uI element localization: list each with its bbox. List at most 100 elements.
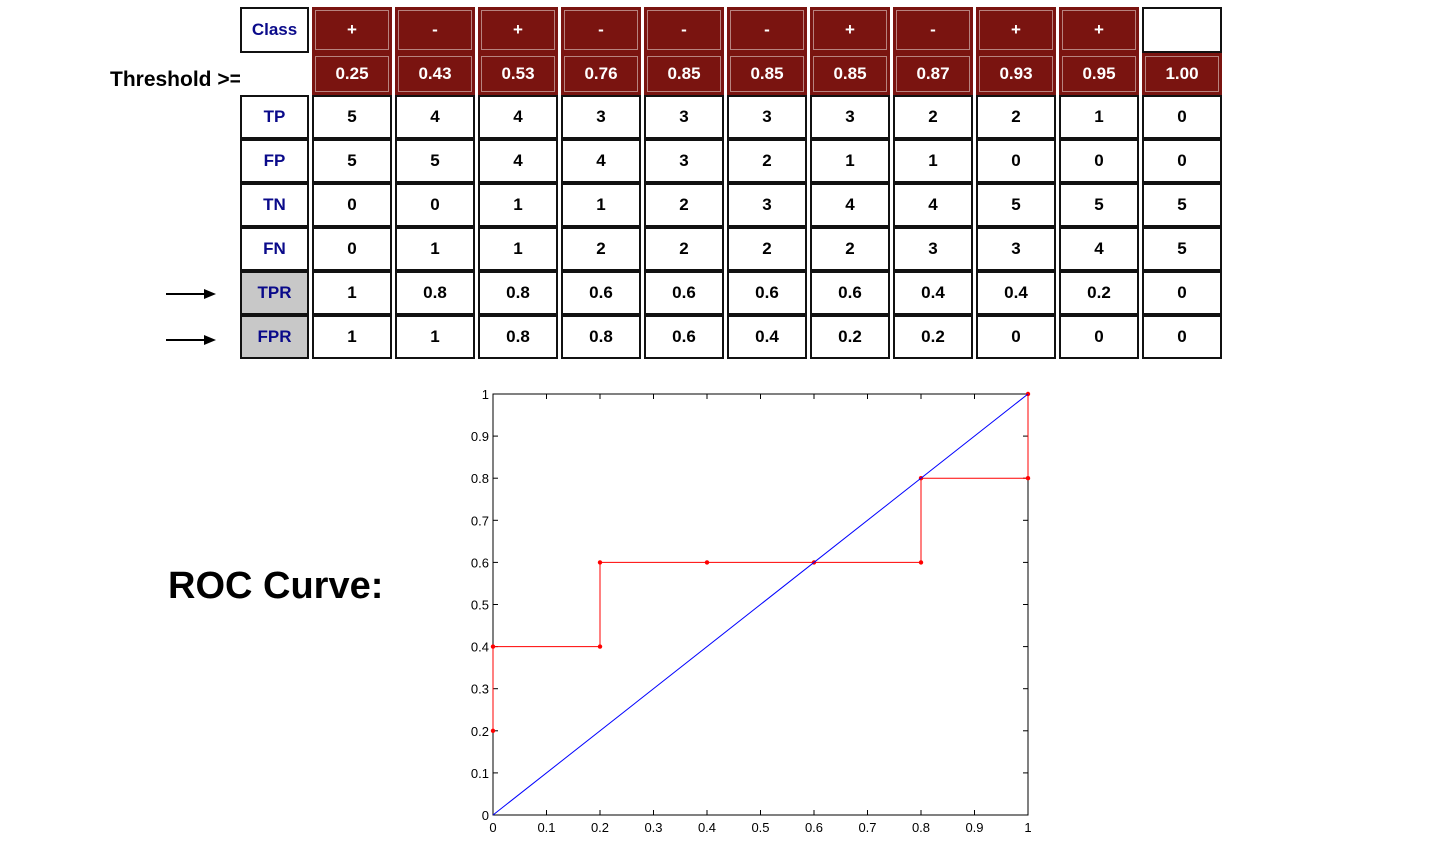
y-tick-label: 0.8 [471, 471, 489, 486]
table-cell: 1 [810, 139, 890, 183]
row-label-tpr: TPR [240, 271, 309, 315]
table-cell: 0.2 [893, 315, 973, 359]
table-row: TPR 1 0.8 0.8 0.6 0.6 0.6 0.6 0.4 0.4 0.2 0 [240, 271, 1222, 315]
confusion-table: Class + - + - - - + - + +0.25 0.43 0.53 0.76 0.85 0.85 0… [237, 7, 1225, 359]
series-line-0 [492, 394, 1029, 731]
data-point [704, 560, 710, 565]
table-cell: 4 [478, 95, 558, 139]
class-row: Class + - + - - - + - + + [240, 7, 1222, 53]
table-cell: 5 [395, 139, 475, 183]
table-cell: 2 [727, 227, 807, 271]
row-label-fp: FP [240, 139, 309, 183]
table-cell: 0 [1142, 95, 1222, 139]
table-cell: 0.8 [478, 315, 558, 359]
class-cell: + [976, 7, 1056, 53]
tpr-arrow-icon [166, 289, 216, 299]
table-cell: 0 [1059, 315, 1139, 359]
y-tick-label: 0.5 [471, 598, 489, 613]
table-cell: 2 [976, 95, 1056, 139]
table-cell: 1 [478, 227, 558, 271]
table-row: TN 0 0 1 1 2 3 4 4 5 5 5 [240, 183, 1222, 227]
table-cell: 4 [561, 139, 641, 183]
x-tick-label: 0.3 [644, 820, 662, 835]
x-tick-label: 0.9 [965, 820, 983, 835]
y-tick-label: 0.3 [471, 682, 489, 697]
table-cell: 4 [810, 183, 890, 227]
class-cell: - [644, 7, 724, 53]
table-row: FN 0 1 1 2 2 2 2 3 3 4 5 [240, 227, 1222, 271]
table-cell: 5 [312, 95, 392, 139]
threshold-cell: 0.53 [478, 53, 558, 95]
table-cell: 4 [478, 139, 558, 183]
x-tick-label: 0.2 [591, 820, 609, 835]
class-cell: - [395, 7, 475, 53]
x-tick-label: 0 [489, 820, 496, 835]
table-row: FPR 1 1 0.8 0.8 0.6 0.4 0.2 0.2 0 0 0 [240, 315, 1222, 359]
x-tick-label: 1 [1024, 820, 1031, 835]
y-tick-label: 1 [482, 387, 489, 402]
table-cell: 1 [893, 139, 973, 183]
table-cell: 5 [1142, 183, 1222, 227]
fpr-arrow-icon [166, 335, 216, 345]
threshold-cell: 0.85 [810, 53, 890, 95]
table-cell: 0.4 [727, 315, 807, 359]
roc-chart: 0 0.1 0.2 0.3 0.4 0.5 0.6 0.7 0.8 0.9 1 0 0.1 0.2 0.3 0… [471, 387, 1032, 835]
row-label-fn: FN [240, 227, 309, 271]
y-tick-label: 0.9 [471, 429, 489, 444]
x-tick-label: 0.6 [805, 820, 823, 835]
table-cell: 0.2 [810, 315, 890, 359]
table-cell: 3 [727, 95, 807, 139]
table-cell: 0 [976, 139, 1056, 183]
threshold-label: Threshold >= [110, 68, 242, 91]
y-tick-label: 0 [482, 808, 489, 823]
table-cell: 0 [1142, 139, 1222, 183]
table-cell: 2 [810, 227, 890, 271]
table-cell: 0 [1059, 139, 1139, 183]
data-point [1025, 476, 1031, 481]
table-cell: 4 [395, 95, 475, 139]
threshold-cell: 0.25 [312, 53, 392, 95]
class-cell: + [312, 7, 392, 53]
table-cell: 0 [395, 183, 475, 227]
table-cell: 0.2 [1059, 271, 1139, 315]
data-point [490, 644, 496, 649]
data-point [597, 560, 603, 565]
y-tick-label: 0.6 [471, 555, 489, 570]
data-point [597, 644, 603, 649]
table-cell: 0.4 [976, 271, 1056, 315]
table-cell: 0.6 [644, 271, 724, 315]
data-point [490, 728, 496, 733]
table-cell: 2 [893, 95, 973, 139]
threshold-spacer [240, 53, 309, 95]
y-tick-label: 0.4 [471, 640, 489, 655]
row-label-fpr: FPR [240, 315, 309, 359]
table-cell: 3 [893, 227, 973, 271]
table-cell: 5 [976, 183, 1056, 227]
threshold-cell: 0.93 [976, 53, 1056, 95]
threshold-cell: 0.87 [893, 53, 973, 95]
table-cell: 0.8 [395, 271, 475, 315]
table-cell: 5 [312, 139, 392, 183]
class-cell [1142, 7, 1222, 53]
x-tick-label: 0.1 [537, 820, 555, 835]
table-cell: 1 [1059, 95, 1139, 139]
x-tick-label: 0.7 [858, 820, 876, 835]
row-label-tp: TP [240, 95, 309, 139]
table-cell: 0 [1142, 271, 1222, 315]
table-cell: 4 [893, 183, 973, 227]
table-cell: 3 [561, 95, 641, 139]
threshold-cell: 0.95 [1059, 53, 1139, 95]
table-row: FP 5 5 4 4 3 2 1 1 0 0 0 [240, 139, 1222, 183]
table-cell: 0 [312, 183, 392, 227]
row-label-tn: TN [240, 183, 309, 227]
table-cell: 4 [1059, 227, 1139, 271]
table-cell: 0.4 [893, 271, 973, 315]
table-cell: 0 [312, 227, 392, 271]
table-cell: 3 [644, 95, 724, 139]
table-cell: 2 [644, 227, 724, 271]
table-cell: 0 [976, 315, 1056, 359]
threshold-cell: 0.85 [727, 53, 807, 95]
series-line-1 [492, 393, 1029, 816]
threshold-cell: 0.43 [395, 53, 475, 95]
class-cell: - [561, 7, 641, 53]
